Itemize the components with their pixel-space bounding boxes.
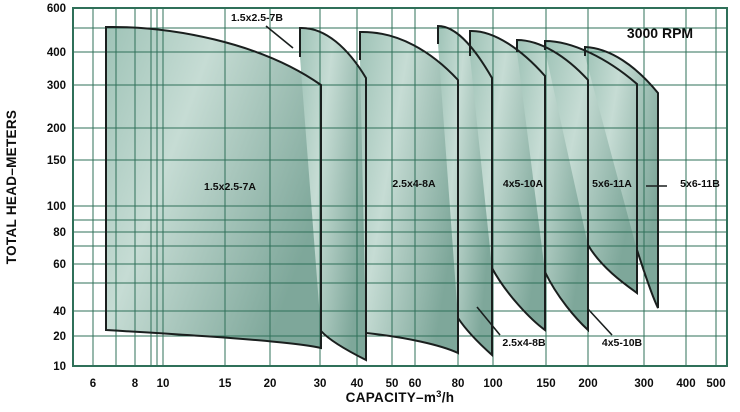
label-4x5-10B-leader-line (587, 308, 613, 336)
y-tick-label: 300 (47, 80, 66, 92)
envelope-region-1.5x2.5-7A (106, 26, 321, 348)
envelope-outline-2.5x4-8B (437, 24, 493, 358)
x-tick-label: 40 (351, 378, 364, 390)
x-tick-label: 80 (452, 378, 465, 390)
y-tick-label: 150 (47, 155, 66, 167)
x-tick-label: 60 (409, 378, 422, 390)
y-axis-title: TOTAL HEAD–METERS (4, 110, 19, 264)
y-tick-label: 20 (53, 331, 66, 343)
envelope-outline-4x5-10B (516, 38, 589, 333)
y-tick-label: 200 (47, 123, 66, 135)
x-tick-label: 500 (706, 378, 725, 390)
envelope-region-5x6-11B (585, 47, 658, 308)
envelope-outline-5x6-11A (544, 39, 638, 295)
envelope-region-1.5x2.5-7B (300, 27, 366, 360)
x-tick-label: 150 (536, 378, 555, 390)
x-tick-label: 100 (483, 378, 502, 390)
envelope-outline-1.5x2.5-7B (299, 26, 367, 362)
x-tick-label: 20 (264, 378, 277, 390)
y-tick-label: 600 (47, 3, 66, 15)
x-axis-title: CAPACITY–m3/h (346, 389, 455, 405)
x-tick-label: 50 (386, 378, 399, 390)
y-axis-tick-labels: 600 400 300 200 150 100 80 60 40 20 10 (47, 3, 66, 373)
x-tick-label: 8 (132, 378, 139, 390)
x-tick-label: 300 (634, 378, 653, 390)
x-tick-label: 30 (314, 378, 327, 390)
label-4x5-10A: 4x5-10A (503, 178, 544, 190)
y-tick-label: 40 (53, 306, 66, 318)
y-tick-label: 10 (53, 361, 66, 373)
envelope-region-2.5x4-8A (360, 31, 458, 354)
label-1.5x2.5-7B-leader-line (265, 25, 294, 49)
speed-label: 3000 RPM (627, 25, 693, 41)
plot-frame (72, 7, 728, 367)
label-2.5x4-8A: 2.5x4-8A (392, 178, 436, 190)
envelope-outline-1.5x2.5-7A (105, 25, 322, 350)
y-tick-label: 100 (47, 201, 66, 213)
envelope-fills (106, 26, 658, 360)
model-labels: 1.5x2.5-7A 2.5x4-8A 4x5-10A 5x6-11A 5x6-11B 1… (204, 12, 720, 349)
x-tick-label: 400 (676, 378, 695, 390)
envelope-outline-4x5-10A (469, 29, 546, 332)
label-2.5x4-8B-leader-line (476, 306, 501, 336)
envelope-outlines (105, 24, 659, 362)
label-5x6-11B: 5x6-11B (680, 178, 720, 190)
y-tick-label: 60 (53, 259, 66, 271)
label-5x6-11A: 5x6-11A (592, 178, 632, 190)
x-tick-label: 15 (219, 378, 232, 390)
x-axis-tick-labels: 6 8 10 15 20 30 40 50 60 80 100 150 200 300 400 500 (90, 378, 726, 390)
envelope-outline-2.5x4-8A (359, 30, 459, 355)
label-4x5-10B: 4x5-10B (602, 337, 643, 349)
x-tick-label: 200 (578, 378, 597, 390)
label-1.5x2.5-7A: 1.5x2.5-7A (204, 181, 256, 193)
x-tick-label: 6 (90, 378, 96, 390)
y-tick-label: 400 (47, 47, 66, 59)
y-tick-label: 80 (53, 227, 66, 239)
envelope-outline-5x6-11B (584, 45, 659, 309)
label-2.5x4-8B: 2.5x4-8B (502, 337, 546, 349)
label-1.5x2.5-7B: 1.5x2.5-7B (231, 12, 283, 24)
x-tick-label: 10 (157, 378, 170, 390)
